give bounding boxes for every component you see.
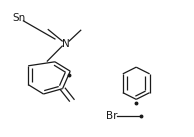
Text: Br: Br: [106, 111, 117, 121]
Text: Sn: Sn: [12, 13, 25, 23]
Text: N: N: [61, 39, 69, 49]
